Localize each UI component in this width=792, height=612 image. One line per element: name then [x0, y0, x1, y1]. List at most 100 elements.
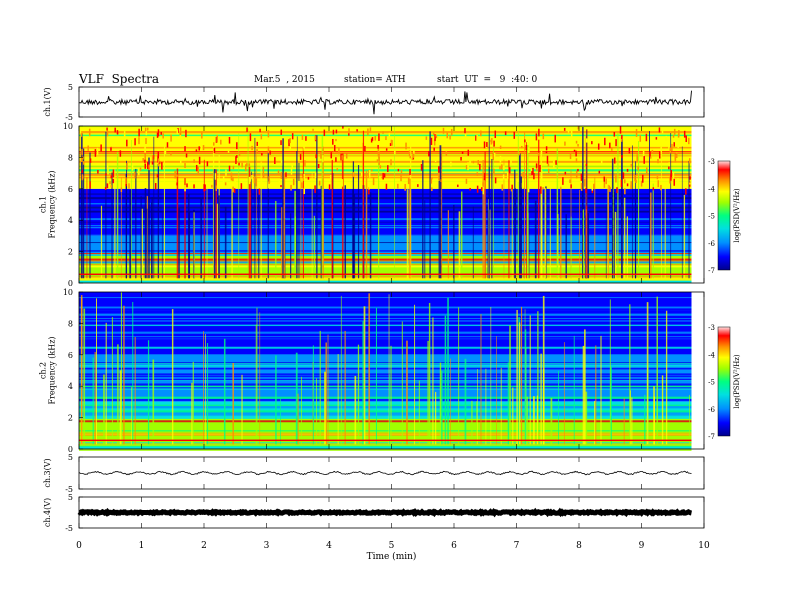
spectrogram-speckle: [303, 173, 305, 181]
spectrogram-speckle: [501, 164, 503, 170]
spectrogram-spike: [86, 177, 88, 279]
spectrogram-speckle: [532, 167, 534, 175]
spectrogram-spike: [565, 214, 567, 279]
spectrogram-spike: [518, 322, 521, 445]
x-tick-label: 3: [264, 541, 270, 551]
spectrogram-stripe: [79, 387, 692, 390]
spectrogram-stripe: [79, 351, 692, 353]
spectrogram-speckle: [146, 127, 149, 131]
spectrogram-speckle: [577, 143, 579, 147]
spectrogram-spike: [321, 136, 324, 279]
spectrogram-spike: [526, 144, 529, 279]
colorbar-tick-label: -3: [708, 158, 715, 166]
spectrogram-speckle: [269, 150, 271, 155]
spectrogram-line: [79, 446, 692, 449]
spectrogram-speckle: [408, 150, 411, 157]
spectrogram-spike: [540, 353, 542, 445]
spectrogram-spike: [353, 193, 356, 279]
spectrogram-spike: [357, 165, 360, 279]
spectrogram-speckle: [391, 183, 393, 188]
spectrogram-spike: [129, 190, 132, 279]
spectrogram-speckle: [482, 187, 484, 195]
spectrogram-speckle: [450, 161, 452, 167]
spectrogram-speckle: [204, 184, 206, 191]
spectrogram-speckle: [668, 166, 670, 170]
spectrogram-speckle: [290, 184, 292, 191]
spectrogram-speckle: [491, 138, 493, 144]
spectrogram-spike: [440, 152, 443, 279]
spectrogram-spike: [322, 146, 324, 279]
spectrogram-spike: [605, 204, 607, 279]
y-axis-label: ch.3(V): [43, 458, 52, 487]
spectrogram-speckle: [464, 128, 466, 134]
spectrogram-spike: [688, 160, 690, 279]
spectrogram-spike: [363, 306, 366, 445]
spectrogram-speckle: [299, 154, 302, 160]
spectrogram-speckle: [577, 168, 579, 172]
spectrogram-speckle: [360, 171, 363, 177]
spectrogram-speckle: [100, 144, 102, 152]
spectrogram-stripe: [79, 203, 692, 205]
spectrogram-speckle: [291, 133, 294, 140]
spectrogram-spike: [432, 317, 434, 445]
spectrogram-speckle: [570, 184, 572, 189]
spectrogram-spike: [206, 178, 208, 279]
spectrogram-speckle: [335, 157, 337, 162]
spectrogram-speckle: [320, 151, 322, 159]
spectrogram-speckle: [430, 137, 433, 146]
spectrogram-spike: [362, 321, 364, 445]
spectrogram-speckle: [228, 165, 231, 172]
spectrogram-spike: [427, 340, 429, 445]
spectrogram-line: [79, 273, 692, 276]
spectrogram-speckle: [483, 172, 486, 181]
y-axis-label: ch.1(V): [43, 87, 52, 116]
spectrogram-speckle: [303, 188, 306, 195]
spectrogram-speckle: [332, 138, 334, 145]
spectrogram-speckle: [110, 147, 112, 151]
spectrogram-spike: [89, 152, 91, 279]
spectrogram-speckle: [201, 145, 203, 149]
spectrogram-speckle: [116, 130, 119, 134]
spectrogram-spike: [116, 151, 119, 279]
y-tick-label: 4: [68, 382, 73, 391]
spectrogram-stripe: [79, 301, 692, 303]
spectrogram-speckle: [174, 170, 176, 179]
spectrogram-stripe: [79, 126, 692, 129]
spectrogram-speckle: [636, 154, 638, 162]
spectrogram-speckle: [144, 144, 146, 153]
spectrogram-speckle: [430, 178, 433, 184]
spectrogram-speckle: [635, 179, 637, 184]
spectrogram-speckle: [433, 138, 436, 146]
spectrogram-spike: [422, 160, 424, 279]
spectrogram-speckle: [285, 172, 287, 177]
spectrogram-speckle: [176, 174, 178, 178]
spectrogram-speckle: [434, 159, 437, 162]
spectrogram-speckle: [134, 171, 136, 179]
spectrogram-spike: [594, 400, 596, 445]
start-time-label: start UT = 9 :40: 0: [437, 75, 538, 85]
spectrogram-speckle: [289, 146, 292, 152]
spectrogram-speckle: [232, 186, 234, 193]
spectrogram-speckle: [348, 128, 350, 134]
spectrogram-speckle: [622, 172, 625, 179]
spectrogram-spike: [254, 137, 256, 279]
spectrogram-spike: [281, 207, 283, 279]
spectrogram-spike: [388, 294, 390, 445]
spectrogram-speckle: [525, 144, 528, 151]
spectrogram-spike: [428, 302, 431, 445]
spectrogram-speckle: [404, 183, 406, 191]
spectrogram-speckle: [476, 172, 479, 176]
spectrogram-speckle: [280, 185, 282, 188]
spectrogram-stripe: [79, 417, 692, 419]
spectrogram-speckle: [660, 154, 662, 157]
spectrogram-speckle: [673, 128, 676, 135]
y-tick-label: 5: [68, 83, 73, 92]
spectrogram-speckle: [412, 151, 415, 159]
spectrogram-spike: [131, 139, 132, 279]
spectrogram-speckle: [685, 188, 687, 195]
spectrogram-spike: [406, 340, 408, 445]
spectrogram-speckle: [438, 166, 440, 173]
spectrogram-stripe: [79, 146, 692, 149]
spectrogram-spike: [512, 387, 514, 445]
spectrogram-spike: [344, 185, 347, 279]
